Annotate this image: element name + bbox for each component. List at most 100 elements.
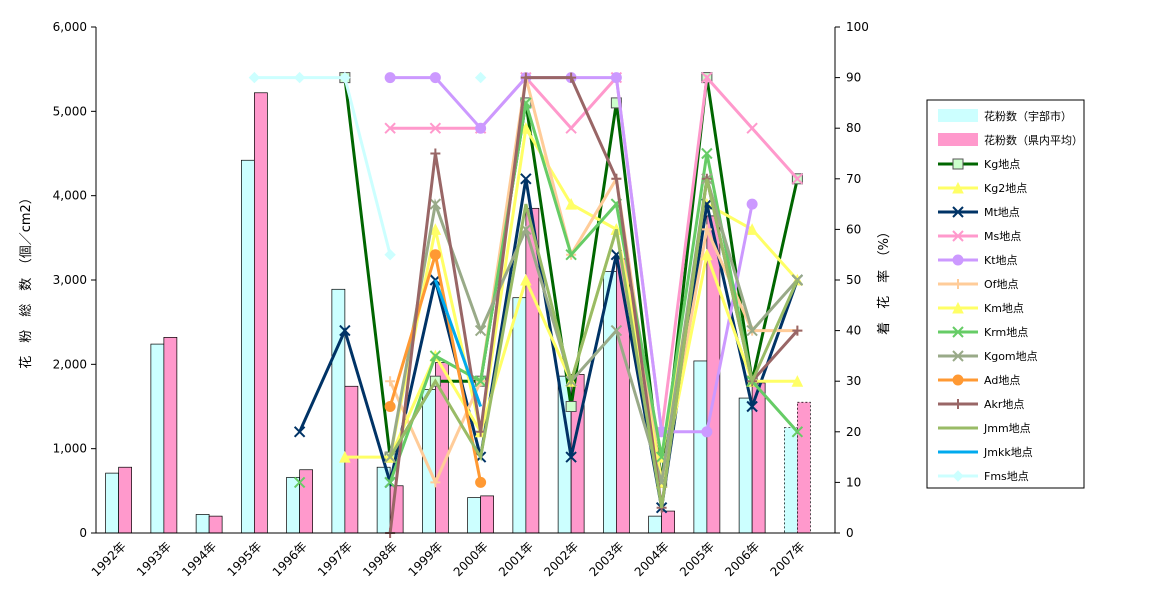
- bar-0-8: [467, 497, 481, 534]
- point-4-13: [701, 426, 713, 438]
- legend-label-bar-0: 花粉数（宇部市）: [984, 109, 1072, 123]
- point-8-14: [746, 324, 758, 337]
- y-right-tick-label-1: 10: [846, 475, 861, 489]
- legend: 花粉数（宇部市） 花粉数（県内平均） Kg地点 Kg2地点 Mt地点 Ms地点 Kt地点 Of…: [926, 99, 1085, 489]
- bar-0-9: [512, 297, 527, 534]
- x-tick-label-5: 1997年: [315, 539, 355, 579]
- legend-label-line-10: Akr地点: [984, 398, 1024, 411]
- point-3-10: [565, 122, 577, 134]
- point-1-5: [339, 450, 351, 463]
- legend-swatch-bar-0: [938, 109, 978, 122]
- bar-0-15: [784, 427, 798, 534]
- x-tick-label-2: 1994年: [179, 539, 219, 579]
- x-tick-label-8: 2000年: [451, 539, 491, 579]
- legend-label-line-2: Mt地点: [984, 206, 1020, 219]
- bar-0-0: [105, 472, 119, 534]
- point-10-11: [611, 173, 622, 184]
- legend-label-line-13: Fms地点: [984, 470, 1029, 483]
- point-7-13: [701, 147, 713, 160]
- axes-layer: 0 1,000 2,000 3,000 4,000 5,000 6,000 0 10 20 30 40…: [53, 20, 869, 540]
- point-7-10: [565, 248, 577, 261]
- point-13-6: [384, 248, 396, 261]
- point-4-14: [746, 198, 758, 210]
- bar-1-15: [797, 401, 811, 534]
- point-9-8: [475, 476, 487, 488]
- point-13-8: [474, 71, 487, 84]
- x-tick-label-9: 2001年: [496, 539, 536, 579]
- point-2-14: [746, 400, 758, 413]
- y-right-tick-label-8: 80: [846, 121, 861, 135]
- y-right-tick-label-6: 60: [846, 222, 861, 236]
- y-left-axis-title: 花 粉 総 数 （個／cm2）: [18, 191, 34, 369]
- legend-marker-5: [953, 279, 963, 289]
- y-left-tick-label-1: 1,000: [53, 442, 87, 456]
- point-5-6: [385, 376, 396, 387]
- legend-label-bar-1: 花粉数（県内平均）: [984, 133, 1083, 147]
- bar-1-3: [254, 92, 268, 534]
- y-right-tick-label-9: 90: [846, 71, 861, 85]
- y-left-tick-label-6: 6,000: [53, 20, 87, 34]
- x-tick-label-13: 2005年: [677, 539, 717, 579]
- legend-marker-6: [952, 301, 964, 314]
- legend-label-line-5: Of地点: [984, 278, 1019, 291]
- point-2-10: [565, 451, 577, 463]
- point-10-15: [792, 325, 803, 336]
- legend-marker-0: [952, 158, 964, 170]
- line-series-11: [388, 178, 799, 508]
- y-left-tick-label-2: 2,000: [53, 357, 87, 371]
- point-2-5: [339, 324, 351, 337]
- x-tick-label-10: 2002年: [541, 539, 581, 579]
- legend-label-line-1: Kg2地点: [984, 182, 1027, 195]
- point-2-9: [520, 173, 532, 185]
- point-9-6: [384, 401, 396, 412]
- lines-layer: [248, 71, 804, 538]
- x-tick-label-1: 1993年: [134, 539, 174, 579]
- point-3-6: [384, 122, 396, 134]
- y-right-tick-label-10: 100: [846, 20, 869, 34]
- point-1-14: [746, 223, 758, 235]
- point-8-7: [429, 198, 442, 210]
- point-4-6: [384, 72, 396, 84]
- line-series-2: [293, 173, 804, 514]
- line-2-segment: [298, 178, 799, 508]
- x-tick-label-12: 2004年: [632, 539, 672, 579]
- point-13-4: [293, 71, 306, 84]
- legend-marker-13: [952, 470, 964, 482]
- point-5-13: [701, 224, 712, 235]
- line-series-9: [384, 249, 487, 488]
- point-7-4: [293, 476, 306, 489]
- x-tick-label-7: 1999年: [406, 539, 446, 579]
- legend-label-line-6: Km地点: [984, 302, 1024, 315]
- point-3-14: [746, 122, 758, 134]
- point-6-9: [520, 273, 532, 286]
- legend-marker-2: [952, 206, 964, 218]
- x-tick-label-3: 1995年: [225, 539, 265, 579]
- point-3-15: [791, 173, 804, 185]
- x-tick-label-0: 1992年: [89, 539, 129, 579]
- line-series-13: [248, 71, 487, 261]
- point-1-7: [429, 223, 442, 235]
- line-11-segment: [388, 178, 799, 508]
- x-tick-labels: 1992年 1993年 1994年 1995年 1996年 1997年 1998年 1999年…: [89, 539, 808, 579]
- legend-label-line-0: Kg地点: [984, 158, 1020, 171]
- point-7-7: [429, 350, 442, 362]
- legend-marker-8: [952, 350, 964, 362]
- point-9-7: [429, 249, 441, 261]
- bar-1-8: [480, 495, 494, 534]
- y-left-tick-label-3: 3,000: [53, 273, 87, 287]
- bar-1-0: [118, 466, 132, 534]
- legend-marker-3: [952, 230, 964, 242]
- bar-0-3: [241, 159, 255, 534]
- bar-0-13: [693, 360, 708, 534]
- bar-0-14: [738, 397, 753, 534]
- y-right-axis-title: 着 花 率 （%）: [876, 225, 892, 335]
- bar-1-9: [525, 207, 540, 534]
- y-right-tick-label-4: 40: [846, 324, 861, 338]
- line-13-segment: [254, 76, 392, 256]
- point-1-10: [565, 197, 577, 210]
- legend-label-line-11: Jmm地点: [983, 422, 1031, 435]
- legend-label-line-8: Kgom地点: [984, 350, 1038, 363]
- x-tick-label-4: 1996年: [270, 539, 310, 579]
- point-5-7: [430, 477, 441, 488]
